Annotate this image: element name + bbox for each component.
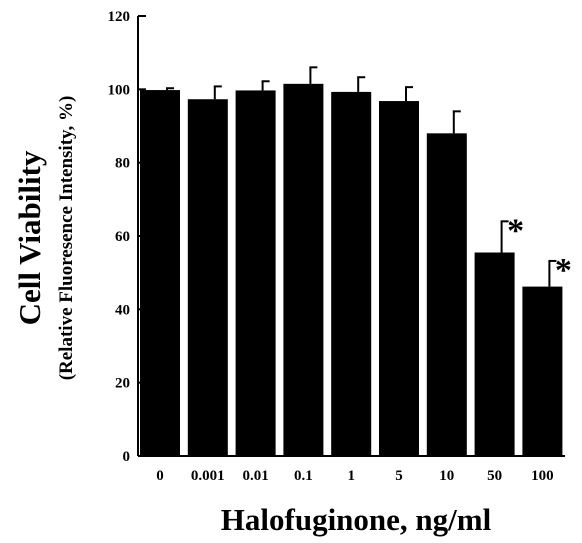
bar [522,286,563,456]
bar [379,101,419,457]
x-axis-label: Halofuginone, ng/ml [221,502,492,537]
bar [187,99,228,456]
bar [331,91,372,457]
x-tick-label: 10 [439,468,454,484]
y-tick-label: 120 [108,9,131,25]
significance-markers: ** [507,212,572,289]
y-tick-label: 40 [115,302,130,318]
y-tick-label: 60 [115,229,130,245]
significance-star: * [555,252,572,289]
x-tick-label: 1 [347,468,355,484]
y-axis-sublabel: (Relative Fluoresence Intensity, %) [56,96,77,381]
x-tick-label: 0.1 [294,468,313,484]
x-tick-label: 0.01 [242,468,268,484]
bar [426,133,467,457]
y-tick-label: 100 [108,82,131,98]
bars [140,83,563,457]
error-bars [166,66,557,287]
x-tick-label: 5 [395,468,403,484]
plot-area: 0 20 40 60 80 100 120 0 0.001 0.01 0.1 1 5 10 50 100 *… [108,9,572,484]
bar [283,83,324,456]
bar [474,252,515,456]
x-tick-label: 50 [487,468,502,484]
x-tick-label: 100 [531,468,554,484]
y-tick-label: 80 [115,156,130,172]
y-tick-label: 20 [115,376,130,392]
bar [140,90,180,457]
x-ticks: 0 0.001 0.01 0.1 1 5 10 50 100 [156,468,553,484]
y-tick-label: 0 [123,449,131,465]
y-axis-label: Cell Viability [12,150,47,325]
significance-star: * [507,212,524,249]
bar [235,90,276,456]
x-tick-label: 0 [156,468,164,484]
y-ticks: 0 20 40 60 80 100 120 [108,9,146,465]
x-tick-label: 0.001 [191,468,225,484]
